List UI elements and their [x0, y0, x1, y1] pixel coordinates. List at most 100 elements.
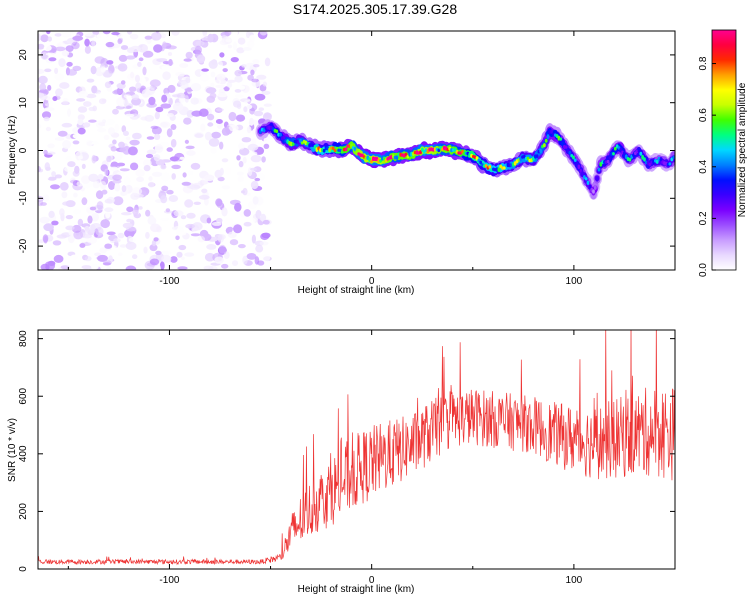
- noise-speck: [180, 81, 189, 90]
- chart-title: S174.2025.305.17.39.G28: [293, 1, 457, 17]
- noise-speck: [173, 146, 184, 152]
- noise-speck: [205, 87, 217, 94]
- noise-speck: [179, 63, 189, 68]
- noise-speck: [147, 216, 157, 225]
- noise-speck: [252, 196, 259, 205]
- noise-speck: [68, 235, 75, 244]
- ridge-mark: [484, 164, 488, 168]
- noise-speck: [84, 225, 90, 232]
- ridge-mark: [588, 184, 592, 190]
- noise-speck: [67, 108, 71, 117]
- noise-speck: [86, 236, 98, 244]
- noise-speck: [47, 36, 52, 42]
- noise-speck: [254, 93, 266, 101]
- noise-speck: [225, 38, 232, 43]
- noise-speck: [153, 237, 159, 242]
- noise-speck: [136, 176, 145, 182]
- noise-speck: [119, 244, 127, 248]
- noise-speck: [125, 55, 136, 60]
- x-tick-label: 100: [566, 276, 583, 287]
- noise-speck: [251, 138, 257, 145]
- noise-speck: [121, 212, 132, 216]
- noise-speck: [117, 232, 125, 239]
- noise-speck: [54, 67, 59, 75]
- noise-speck: [135, 82, 142, 90]
- noise-speck: [262, 219, 270, 225]
- noise-speck: [190, 162, 201, 170]
- ridge-mark: [606, 159, 610, 164]
- ridge-mark: [573, 158, 577, 162]
- noise-speck: [54, 174, 63, 179]
- noise-speck: [186, 150, 196, 156]
- ridge-mark: [577, 164, 581, 170]
- noise-speck: [132, 207, 139, 216]
- noise-speck: [119, 168, 130, 172]
- noise-speck: [153, 44, 163, 53]
- noise-speck: [59, 182, 69, 191]
- noise-speck: [250, 167, 258, 171]
- noise-speck: [112, 196, 124, 206]
- colorbar-tick-label: 0.8: [698, 56, 709, 70]
- noise-speck: [47, 84, 52, 91]
- ridge-mark: [668, 162, 672, 166]
- noise-speck: [41, 111, 52, 119]
- noise-speck: [88, 119, 97, 123]
- noise-speck: [258, 107, 265, 111]
- noise-speck: [176, 251, 183, 258]
- noise-speck: [262, 253, 271, 262]
- noise-speck: [137, 61, 142, 67]
- noise-speck: [160, 217, 170, 222]
- noise-speck: [175, 235, 180, 241]
- noise-speck: [121, 125, 127, 133]
- noise-speck: [196, 54, 206, 64]
- noise-speck: [192, 222, 203, 231]
- noise-speck: [253, 110, 264, 117]
- noise-speck: [148, 176, 153, 182]
- noise-speck: [246, 253, 257, 260]
- noise-speck: [118, 33, 124, 39]
- noise-speck: [66, 31, 73, 34]
- noise-speck: [151, 32, 162, 41]
- ridge-mark: [370, 159, 373, 164]
- noise-speck: [45, 166, 51, 171]
- noise-speck: [67, 161, 76, 168]
- noise-speck: [112, 179, 122, 184]
- noise-speck: [263, 143, 270, 149]
- noise-speck: [219, 167, 224, 176]
- noise-speck: [97, 173, 104, 180]
- noise-speck: [54, 137, 65, 141]
- ridge-mark: [279, 132, 282, 137]
- noise-speck: [100, 219, 110, 229]
- noise-speck: [125, 265, 137, 270]
- noise-speck: [227, 231, 237, 239]
- noise-speck: [38, 33, 41, 42]
- noise-speck: [81, 163, 86, 170]
- y-tick-label: 600: [18, 387, 29, 404]
- noise-speck: [84, 45, 91, 54]
- noise-speck: [112, 174, 122, 181]
- ridge-mark: [331, 146, 335, 151]
- noise-speck: [216, 73, 226, 82]
- noise-speck: [170, 256, 178, 263]
- noise-speck: [117, 63, 128, 72]
- noise-speck: [129, 33, 139, 40]
- noise-speck: [95, 227, 104, 236]
- noise-speck: [40, 202, 47, 206]
- noise-speck: [90, 263, 99, 270]
- noise-speck: [97, 254, 108, 262]
- noise-speck: [151, 171, 163, 177]
- noise-speck: [154, 111, 160, 120]
- ridge-mark: [550, 129, 553, 134]
- noise-speck: [261, 232, 271, 239]
- noise-speck: [40, 34, 49, 43]
- noise-speck: [221, 185, 231, 190]
- noise-speck: [65, 45, 74, 52]
- noise-speck: [112, 139, 117, 145]
- noise-speck: [71, 41, 80, 50]
- noise-speck: [123, 94, 132, 99]
- noise-speck: [243, 106, 248, 113]
- noise-speck: [142, 66, 147, 76]
- x-tick-label: 0: [369, 276, 375, 287]
- noise-speck: [117, 38, 123, 45]
- noise-speck: [201, 188, 208, 194]
